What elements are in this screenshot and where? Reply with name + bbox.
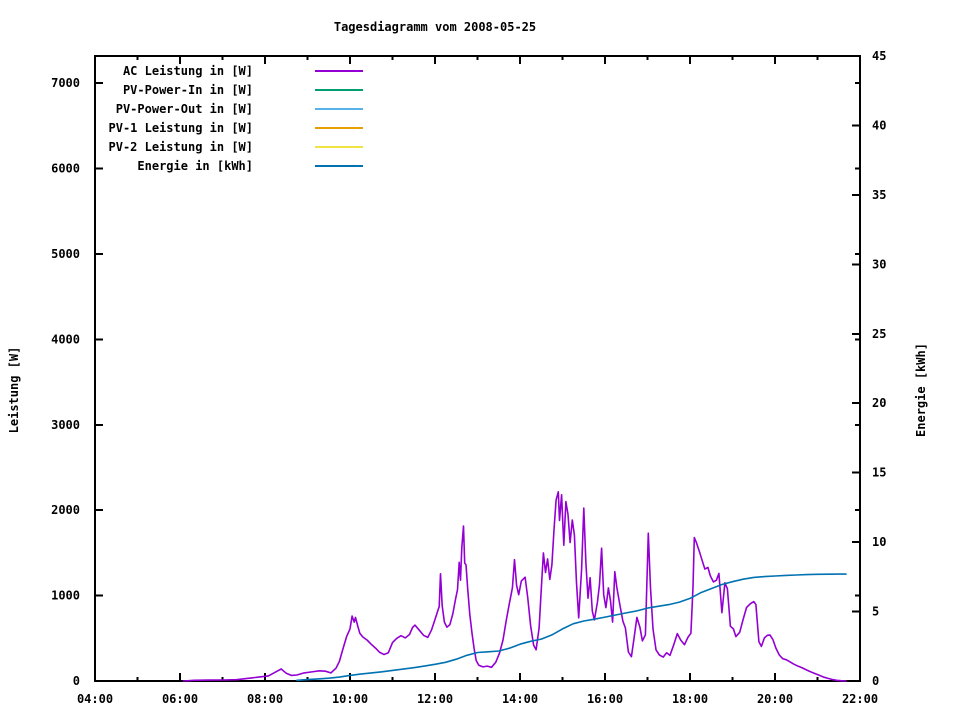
x-tick-label: 18:00	[672, 692, 708, 706]
y2-tick-label: 30	[872, 257, 886, 271]
legend-line-sample	[315, 107, 363, 110]
legend-line-sample	[315, 88, 363, 91]
y2-tick-label: 20	[872, 396, 886, 410]
x-tick-label: 10:00	[332, 692, 368, 706]
y-tick-label: 7000	[51, 76, 80, 90]
legend-line-sample	[315, 164, 363, 167]
y-tick-label: 6000	[51, 162, 80, 176]
y2-tick-label: 35	[872, 188, 886, 202]
y2-tick-label: 15	[872, 466, 886, 480]
x-tick-label: 22:00	[842, 692, 878, 706]
y2-tick-label: 0	[872, 674, 879, 688]
legend: AC Leistung in [W] PV-Power-In in [W] PV-P…	[95, 61, 363, 175]
legend-line-sample	[315, 145, 363, 148]
y2-tick-label: 10	[872, 535, 886, 549]
legend-item: Energie in [kWh]	[95, 156, 363, 175]
legend-line-sample	[315, 126, 363, 129]
legend-item: PV-1 Leistung in [W]	[95, 118, 363, 137]
y-tick-label: 0	[73, 674, 80, 688]
x-tick-label: 08:00	[247, 692, 283, 706]
y-tick-label: 1000	[51, 589, 80, 603]
legend-item: AC Leistung in [W]	[95, 61, 363, 80]
y-tick-label: 2000	[51, 503, 80, 517]
x-tick-label: 16:00	[587, 692, 623, 706]
legend-label: AC Leistung in [W]	[122, 63, 253, 78]
x-tick-label: 14:00	[502, 692, 538, 706]
legend-label: PV-Power-Out in [W]	[115, 101, 253, 116]
legend-item: PV-2 Leistung in [W]	[95, 137, 363, 156]
x-tick-label: 12:00	[417, 692, 453, 706]
legend-item: PV-Power-In in [W]	[95, 80, 363, 99]
y-tick-label: 5000	[51, 247, 80, 261]
series-line-energie-in-kwh	[296, 573, 847, 682]
legend-line-sample	[315, 69, 363, 72]
y-tick-label: 4000	[51, 332, 80, 346]
chart-title: Tagesdiagramm vom 2008-05-25	[333, 20, 537, 34]
y2-tick-label: 40	[872, 118, 886, 132]
legend-label: PV-2 Leistung in [W]	[108, 139, 254, 154]
y-tick-label: 3000	[51, 418, 80, 432]
x-tick-label: 20:00	[757, 692, 793, 706]
y2-tick-label: 25	[872, 327, 886, 341]
legend-label: PV-1 Leistung in [W]	[108, 120, 254, 135]
legend-label: PV-Power-In in [W]	[122, 82, 253, 97]
y2-tick-label: 45	[872, 49, 886, 63]
x-tick-label: 06:00	[162, 692, 198, 706]
legend-item: PV-Power-Out in [W]	[95, 99, 363, 118]
x-tick-label: 04:00	[77, 692, 113, 706]
legend-label: Energie in [kWh]	[137, 158, 253, 173]
series-line-ac-leistung-in-w	[182, 490, 847, 682]
y2-tick-label: 5	[872, 605, 879, 619]
